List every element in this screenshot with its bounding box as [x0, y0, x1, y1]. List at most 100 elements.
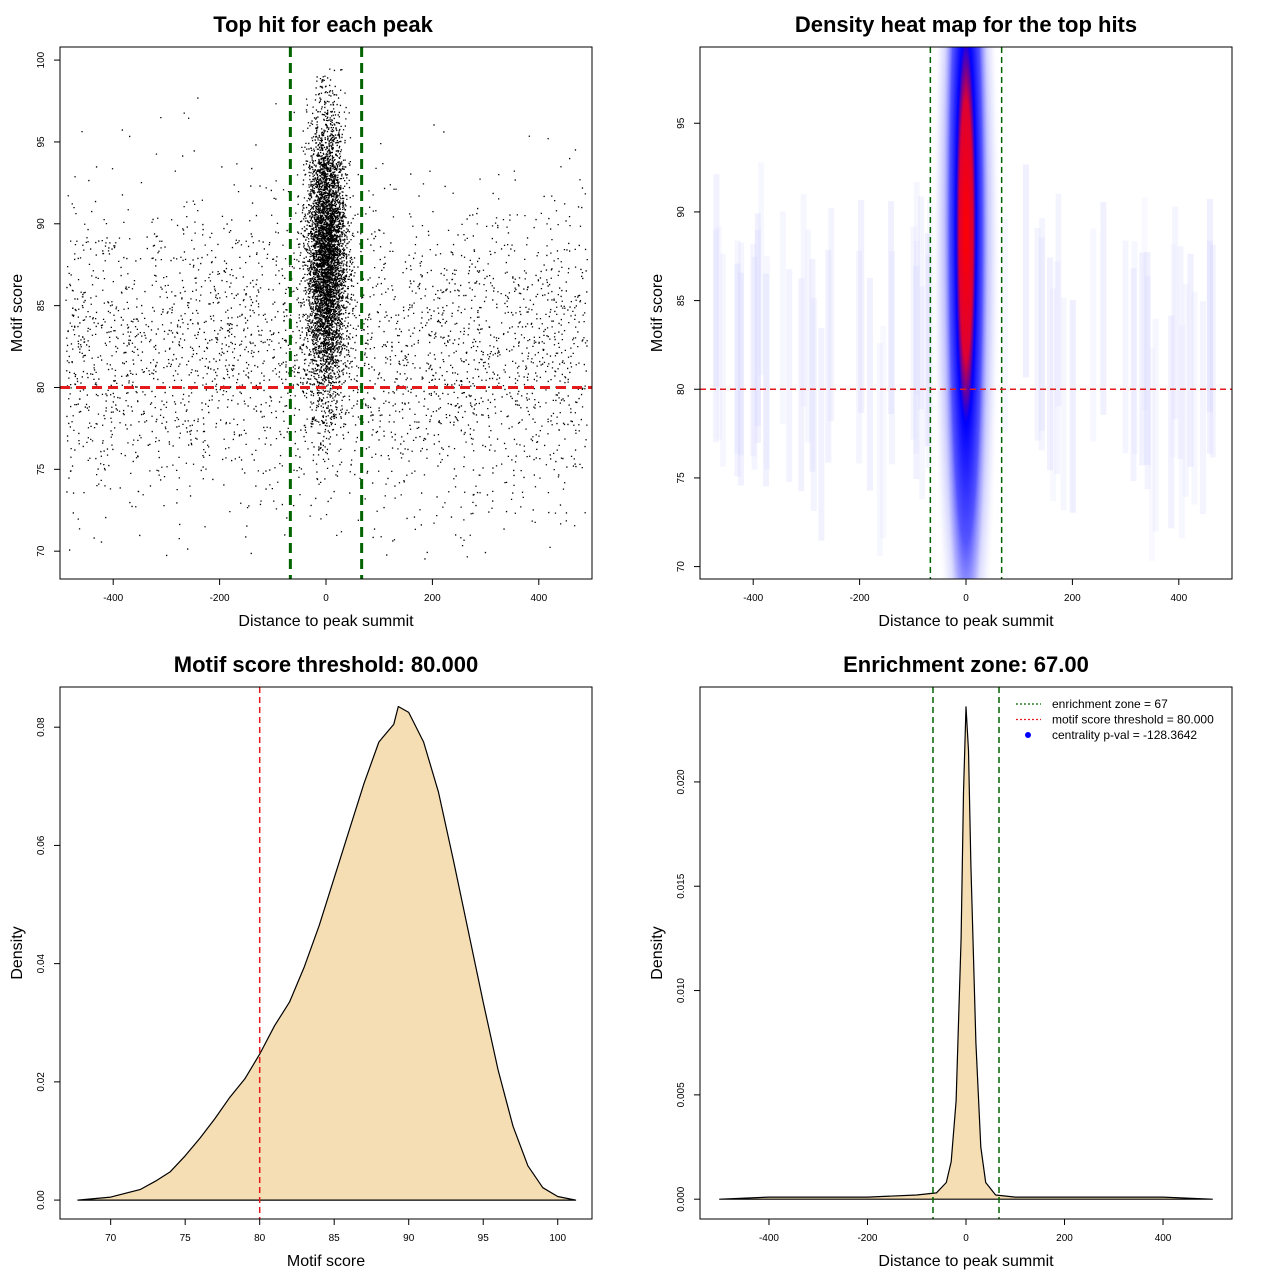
x-tick-label: 70	[105, 1233, 117, 1244]
y-axis-label: Motif score	[9, 274, 26, 352]
x-axis-label: Distance to peak summit	[878, 1253, 1054, 1270]
heat-cell	[1022, 164, 1029, 378]
heat-cell	[1187, 253, 1194, 467]
heat-cell	[1050, 288, 1057, 502]
heat-cell	[888, 201, 895, 414]
y-tick-label: 0.04	[36, 953, 47, 973]
heat-cell	[786, 269, 793, 482]
y-tick-label: 0.06	[36, 835, 47, 855]
heat-cell	[1001, 218, 1008, 432]
y-tick-label: 100	[36, 51, 47, 68]
heat-cell	[737, 272, 744, 486]
heat-cell	[828, 208, 835, 422]
heat-cell	[913, 241, 920, 454]
y-tick-label: 85	[676, 295, 687, 307]
heat-cell	[750, 243, 757, 457]
y-tick-label: 0.00	[36, 1190, 47, 1210]
legend-marker-point	[1025, 732, 1031, 738]
y-axis-label: Density	[649, 926, 666, 979]
legend-label: centrality p-val = -128.3642	[1052, 728, 1197, 742]
heat-cell	[1055, 193, 1062, 407]
heat-cell	[734, 263, 741, 477]
x-tick-label: -400	[743, 593, 763, 604]
heat-cell	[738, 242, 745, 456]
heat-cell	[1168, 315, 1175, 529]
y-axis: 0.000 0.005 0.010 0.015 0.020	[676, 769, 700, 1212]
density-curve	[77, 705, 577, 1201]
plot-frame	[59, 686, 593, 1220]
heat-cell	[1191, 291, 1198, 505]
density-heatmap	[712, 47, 1216, 579]
heat-cell	[1122, 240, 1129, 454]
legend: enrichment zone = 67 motif score threshol…	[1016, 697, 1214, 742]
x-tick-label: 200	[1064, 593, 1081, 604]
x-axis: -400 -200 0 200 400	[759, 1219, 1172, 1244]
heat-cell	[1034, 227, 1041, 441]
y-tick-label: 90	[36, 218, 47, 230]
y-axis: 70 75 80 85 90 95 100	[36, 51, 60, 557]
x-tick-label: 85	[329, 1233, 341, 1244]
y-tick-label: 75	[676, 472, 687, 484]
heat-cell	[1131, 241, 1138, 455]
heat-cell	[913, 266, 920, 479]
heat-cell	[719, 253, 726, 467]
panel-heatmap: Density heat map for the top hits -400 -2…	[649, 12, 1233, 630]
scatter-point-cloud	[65, 68, 588, 560]
chart-title: Density heat map for the top hits	[795, 12, 1137, 37]
panel-scatter: Top hit for each peak -400 -200 0 200 400 70…	[9, 12, 593, 630]
y-tick-label: 0.000	[676, 1186, 687, 1211]
y-tick-label: 0.020	[676, 769, 687, 794]
x-tick-label: 100	[549, 1233, 566, 1244]
y-tick-label: 75	[36, 463, 47, 475]
y-tick-label: 0.005	[676, 1082, 687, 1107]
heat-cell	[779, 211, 786, 425]
heat-cell	[1170, 244, 1177, 458]
heat-cell	[918, 196, 925, 410]
heat-cell	[888, 251, 895, 465]
heat-cell	[734, 240, 741, 454]
heat-cell	[926, 255, 933, 468]
heat-cell	[754, 213, 761, 427]
x-axis-label: Distance to peak summit	[238, 613, 414, 630]
heat-cell	[763, 273, 770, 487]
panel-score-density: Motif score threshold: 80.000 70 75 80 85 90…	[9, 652, 593, 1270]
heat-cell	[866, 277, 873, 491]
density-area	[77, 705, 577, 1201]
heat-cell	[1039, 218, 1046, 431]
heat-cell	[715, 226, 722, 440]
legend-label: motif score threshold = 80.000	[1052, 713, 1214, 727]
y-tick-label: 70	[36, 545, 47, 557]
y-tick-label: 80	[676, 383, 687, 395]
reference-lines	[932, 687, 1000, 1219]
reference-lines	[700, 47, 1232, 579]
x-tick-label: 95	[478, 1233, 490, 1244]
y-tick-label: 85	[36, 300, 47, 312]
x-tick-label: 400	[530, 593, 547, 604]
reference-lines	[60, 47, 592, 579]
heat-cell	[809, 258, 816, 472]
x-axis-label: Distance to peak summit	[878, 613, 1054, 630]
heat-cell	[805, 229, 812, 443]
heat-cell	[1139, 252, 1146, 466]
density-area	[719, 706, 1213, 1200]
chart-title: Enrichment zone: 67.00	[843, 652, 1089, 677]
heat-cell	[1144, 276, 1151, 490]
y-tick-label: 0.08	[36, 717, 47, 737]
heat-cell	[1100, 202, 1107, 415]
heat-cell	[1152, 318, 1159, 532]
chart-title: Top hit for each peak	[213, 12, 433, 37]
heat-cell	[1047, 257, 1054, 471]
x-tick-label: 0	[323, 593, 329, 604]
x-tick-label: 0	[963, 1233, 969, 1244]
heat-cell	[1090, 228, 1097, 442]
heat-cell	[818, 327, 825, 541]
heat-cell	[1054, 261, 1061, 475]
heat-cell	[1144, 252, 1151, 465]
heat-cell	[1199, 301, 1206, 514]
y-tick-label: 95	[676, 117, 687, 129]
y-tick-label: 90	[676, 206, 687, 218]
heat-cell	[1069, 299, 1076, 513]
x-axis: -400 -200 0 200 400	[103, 579, 548, 604]
heat-cell	[1141, 197, 1148, 411]
